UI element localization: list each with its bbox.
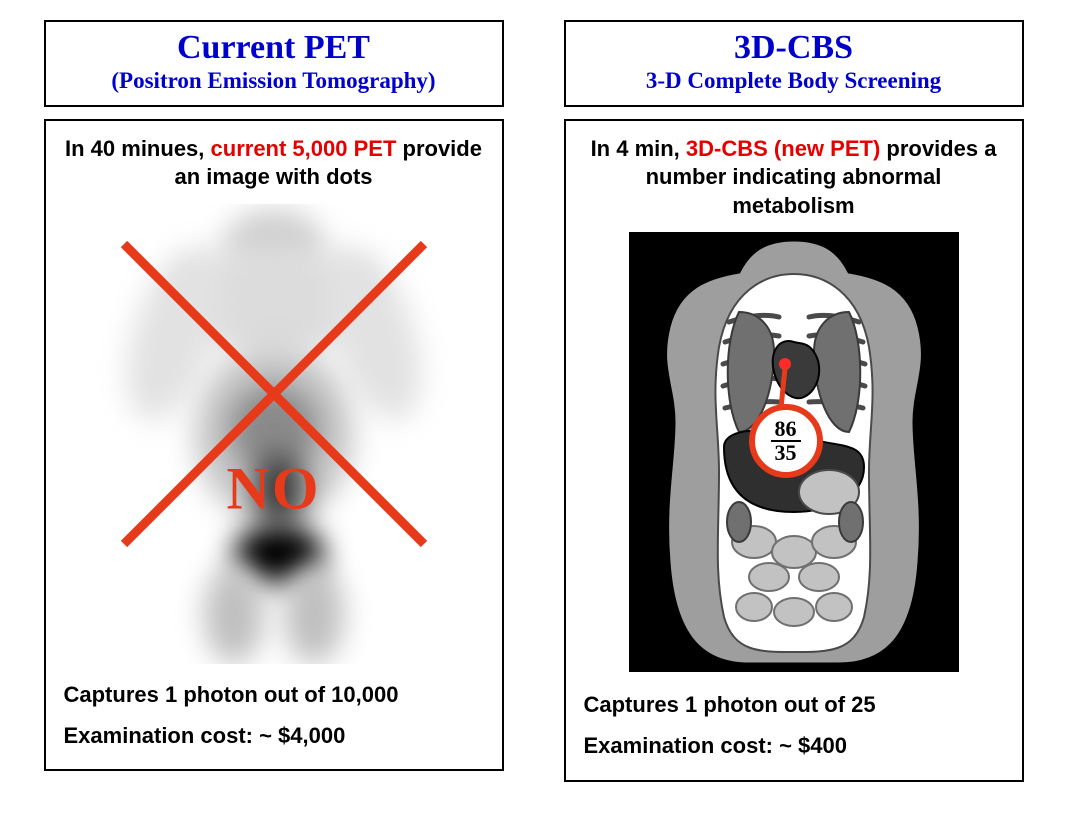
pet-scan-image: NO — [84, 204, 464, 664]
title-box-left: Current PET (Positron Emission Tomograph… — [44, 20, 504, 107]
photon-line-left: Captures 1 photon out of 10,000 — [64, 680, 484, 711]
caption-left-highlight: current 5,000 PET — [211, 136, 397, 161]
body-box-left: In 40 minues, current 5,000 PET provide … — [44, 119, 504, 772]
title-box-right: 3D-CBS 3-D Complete Body Screening — [564, 20, 1024, 107]
marker-bottom-number: 35 — [775, 442, 797, 464]
metabolism-marker: 86 35 — [749, 404, 823, 478]
comparison-row: Current PET (Positron Emission Tomograph… — [20, 20, 1047, 782]
caption-right-prefix: In 4 min, — [591, 136, 686, 161]
cost-line-right: Examination cost: ~ $400 — [584, 731, 1004, 762]
overlay-no-text: NO — [227, 455, 321, 524]
cost-line-left: Examination cost: ~ $4,000 — [64, 721, 484, 752]
body-box-right: In 4 min, 3D-CBS (new PET) provides a nu… — [564, 119, 1024, 782]
title-main-left: Current PET — [54, 28, 494, 67]
title-sub-left: (Positron Emission Tomography) — [54, 67, 494, 95]
title-sub-right: 3-D Complete Body Screening — [574, 67, 1014, 95]
title-main-right: 3D-CBS — [574, 28, 1014, 67]
caption-left-prefix: In 40 minues, — [65, 136, 211, 161]
panel-3d-cbs: 3D-CBS 3-D Complete Body Screening In 4 … — [564, 20, 1024, 782]
cbs-scan-image: 86 35 — [629, 232, 959, 672]
panel-current-pet: Current PET (Positron Emission Tomograph… — [44, 20, 504, 771]
photon-line-right: Captures 1 photon out of 25 — [584, 690, 1004, 721]
marker-top-number: 86 — [771, 418, 801, 442]
caption-right-highlight: 3D-CBS (new PET) — [686, 136, 880, 161]
caption-left: In 40 minues, current 5,000 PET provide … — [64, 135, 484, 192]
caption-right: In 4 min, 3D-CBS (new PET) provides a nu… — [584, 135, 1004, 221]
